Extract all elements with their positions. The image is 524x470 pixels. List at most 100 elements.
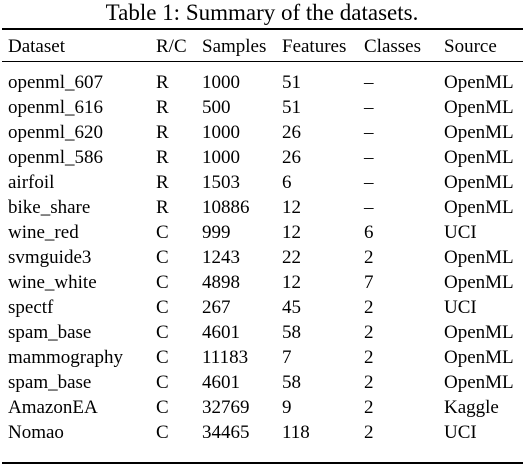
rc-cell: C bbox=[156, 421, 169, 443]
source-cell: OpenML bbox=[444, 371, 514, 393]
classes-cell: 2 bbox=[364, 246, 374, 268]
features-cell: 58 bbox=[282, 371, 301, 393]
samples-cell: 267 bbox=[202, 296, 231, 318]
classes-cell: 7 bbox=[364, 271, 374, 293]
source-cell: UCI bbox=[444, 296, 477, 318]
table-row: bike_share R 10886 12 – OpenML bbox=[2, 195, 523, 220]
rc-cell: R bbox=[156, 171, 169, 193]
dataset-cell: svmguide3 bbox=[8, 246, 92, 268]
datasets-table-container: Dataset R/C Samples Features Classes Sou… bbox=[2, 28, 523, 464]
table-row: svmguide3 C 1243 22 2 OpenML bbox=[2, 245, 523, 270]
table-row: Nomao C 34465 118 2 UCI bbox=[2, 420, 523, 445]
source-cell: OpenML bbox=[444, 146, 514, 168]
classes-cell: – bbox=[364, 196, 374, 218]
source-cell: OpenML bbox=[444, 271, 514, 293]
features-cell: 9 bbox=[282, 396, 292, 418]
table-row: wine_red C 999 12 6 UCI bbox=[2, 220, 523, 245]
source-cell: OpenML bbox=[444, 196, 514, 218]
samples-cell: 4601 bbox=[202, 371, 240, 393]
table-row: openml_620 R 1000 26 – OpenML bbox=[2, 120, 523, 145]
classes-cell: – bbox=[364, 96, 374, 118]
samples-cell: 10886 bbox=[202, 196, 250, 218]
rc-cell: R bbox=[156, 71, 169, 93]
column-header-samples: Samples bbox=[202, 35, 267, 57]
features-cell: 22 bbox=[282, 246, 301, 268]
samples-cell: 1503 bbox=[202, 171, 240, 193]
classes-cell: 2 bbox=[364, 296, 374, 318]
rc-cell: R bbox=[156, 146, 169, 168]
rc-cell: C bbox=[156, 396, 169, 418]
rc-cell: C bbox=[156, 371, 169, 393]
features-cell: 51 bbox=[282, 71, 301, 93]
features-cell: 12 bbox=[282, 221, 301, 243]
classes-cell: – bbox=[364, 171, 374, 193]
table-row: AmazonEA C 32769 9 2 Kaggle bbox=[2, 395, 523, 420]
features-cell: 26 bbox=[282, 146, 301, 168]
column-header-features: Features bbox=[282, 35, 347, 57]
dataset-cell: bike_share bbox=[8, 196, 91, 218]
rc-cell: C bbox=[156, 346, 169, 368]
top-rule bbox=[2, 28, 523, 30]
samples-cell: 1000 bbox=[202, 71, 240, 93]
features-cell: 45 bbox=[282, 296, 301, 318]
dataset-cell: openml_607 bbox=[8, 71, 103, 93]
classes-cell: – bbox=[364, 71, 374, 93]
source-cell: OpenML bbox=[444, 321, 514, 343]
dataset-cell: spam_base bbox=[8, 321, 92, 343]
table-body: openml_607 R 1000 51 – OpenML openml_616 R 500 51… bbox=[2, 62, 523, 445]
classes-cell: – bbox=[364, 146, 374, 168]
table-row: airfoil R 1503 6 – OpenML bbox=[2, 170, 523, 195]
dataset-cell: AmazonEA bbox=[8, 396, 98, 418]
features-cell: 6 bbox=[282, 171, 292, 193]
dataset-cell: spectf bbox=[8, 296, 54, 318]
samples-cell: 500 bbox=[202, 96, 231, 118]
table-row: openml_607 R 1000 51 – OpenML bbox=[2, 62, 523, 95]
source-cell: OpenML bbox=[444, 121, 514, 143]
classes-cell: 2 bbox=[364, 321, 374, 343]
source-cell: OpenML bbox=[444, 246, 514, 268]
rc-cell: C bbox=[156, 221, 169, 243]
features-cell: 7 bbox=[282, 346, 292, 368]
rc-cell: R bbox=[156, 196, 169, 218]
dataset-cell: Nomao bbox=[8, 421, 64, 443]
samples-cell: 1243 bbox=[202, 246, 240, 268]
dataset-cell: spam_base bbox=[8, 371, 92, 393]
samples-cell: 4601 bbox=[202, 321, 240, 343]
dataset-cell: wine_white bbox=[8, 271, 97, 293]
features-cell: 26 bbox=[282, 121, 301, 143]
source-cell: OpenML bbox=[444, 71, 514, 93]
classes-cell: 2 bbox=[364, 421, 374, 443]
source-cell: OpenML bbox=[444, 346, 514, 368]
column-header-classes: Classes bbox=[364, 35, 421, 57]
table-caption: Table 1: Summary of the datasets. bbox=[105, 0, 419, 25]
rc-cell: R bbox=[156, 96, 169, 118]
header-rule bbox=[2, 61, 523, 62]
dataset-cell: airfoil bbox=[8, 171, 55, 193]
datasets-table: Dataset R/C Samples Features Classes Sou… bbox=[2, 28, 523, 445]
bottom-rule bbox=[2, 462, 523, 464]
samples-cell: 34465 bbox=[202, 421, 250, 443]
classes-cell: 2 bbox=[364, 371, 374, 393]
table-row: spam_base C 4601 58 2 OpenML bbox=[2, 320, 523, 345]
dataset-cell: openml_586 bbox=[8, 146, 103, 168]
column-header-rc: R/C bbox=[156, 35, 187, 57]
rc-cell: C bbox=[156, 321, 169, 343]
dataset-cell: openml_616 bbox=[8, 96, 103, 118]
classes-cell: 2 bbox=[364, 396, 374, 418]
table-row: spectf C 267 45 2 UCI bbox=[2, 295, 523, 320]
samples-cell: 1000 bbox=[202, 121, 240, 143]
samples-cell: 1000 bbox=[202, 146, 240, 168]
dataset-cell: openml_620 bbox=[8, 121, 103, 143]
source-cell: Kaggle bbox=[444, 396, 499, 418]
classes-cell: 2 bbox=[364, 346, 374, 368]
classes-cell: – bbox=[364, 121, 374, 143]
table-row: wine_white C 4898 12 7 OpenML bbox=[2, 270, 523, 295]
table-row: spam_base C 4601 58 2 OpenML bbox=[2, 370, 523, 395]
source-cell: OpenML bbox=[444, 171, 514, 193]
features-cell: 118 bbox=[282, 421, 310, 443]
column-header-source: Source bbox=[444, 35, 497, 57]
classes-cell: 6 bbox=[364, 221, 374, 243]
rc-cell: R bbox=[156, 121, 169, 143]
samples-cell: 32769 bbox=[202, 396, 250, 418]
column-header-dataset: Dataset bbox=[8, 35, 65, 57]
